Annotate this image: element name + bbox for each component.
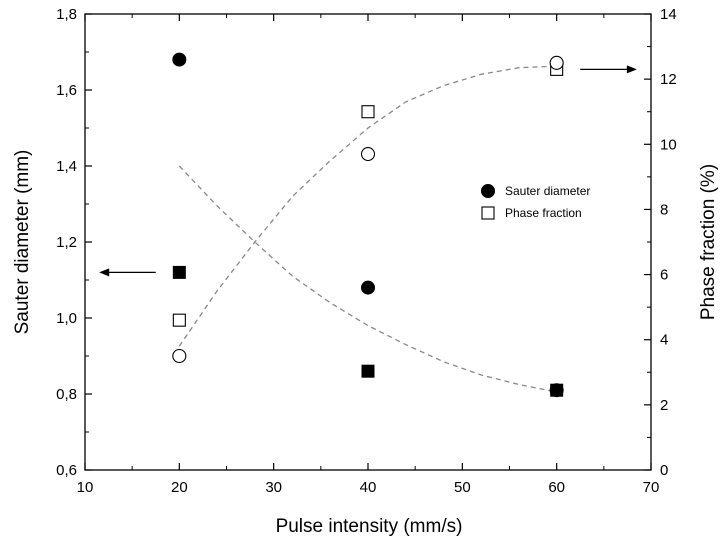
y2-tick-label: 6 <box>660 267 668 284</box>
x-tick-label: 60 <box>548 479 565 496</box>
x-tick-label: 30 <box>265 479 282 496</box>
axis-arrow-head-left <box>99 268 110 277</box>
y2-tick-label: 10 <box>660 136 677 153</box>
data-point-open-square <box>361 105 375 119</box>
y-tick-label: 0,6 <box>56 462 77 479</box>
x-tick-label: 70 <box>643 479 660 496</box>
data-point-filled-square <box>172 265 186 279</box>
x-axis-title: Pulse intensity (mm/s) <box>276 516 463 537</box>
y-tick-label: 0,8 <box>56 386 77 403</box>
y2-tick-label: 8 <box>660 201 668 218</box>
y2-tick-label: 12 <box>660 71 677 88</box>
y-axis-title: Sauter diameter (mm) <box>12 150 33 335</box>
y-tick-label: 1,6 <box>56 82 77 99</box>
legend-marker-open-square <box>481 206 495 220</box>
data-point-filled-circle <box>361 280 375 295</box>
y2-axis-title: Phase fraction (%) <box>698 164 719 320</box>
y2-tick-label: 14 <box>660 6 677 23</box>
x-tick-label: 50 <box>454 479 471 496</box>
y2-tick-label: 0 <box>660 462 668 479</box>
x-tick-label: 40 <box>360 479 377 496</box>
plot-area-frame <box>84 13 652 471</box>
data-point-open-circle <box>549 55 564 70</box>
data-point-open-circle <box>172 348 187 364</box>
data-point-filled-square <box>361 364 375 378</box>
legend-label: Sauter diameter <box>505 184 590 198</box>
data-point-filled-circle <box>172 52 187 67</box>
y-tick-label: 1,4 <box>56 158 77 175</box>
fit-curve-sauter-diameter <box>178 165 557 393</box>
y-tick-label: 1,0 <box>56 310 77 327</box>
data-point-open-square <box>172 313 186 327</box>
fit-curve-phase-fraction <box>178 65 557 347</box>
legend-label: Phase fraction <box>505 206 582 220</box>
y-tick-label: 1,2 <box>56 234 77 251</box>
y-tick-label: 1,8 <box>56 6 77 23</box>
x-tick-label: 10 <box>77 479 94 496</box>
axis-arrow-head-right <box>626 65 637 74</box>
x-tick-label: 20 <box>171 479 188 496</box>
data-point-open-circle <box>360 147 376 162</box>
y2-tick-label: 2 <box>660 397 668 414</box>
y2-tick-label: 4 <box>660 332 668 349</box>
data-point-filled-square <box>550 383 564 397</box>
legend-marker-filled-circle <box>481 184 495 198</box>
